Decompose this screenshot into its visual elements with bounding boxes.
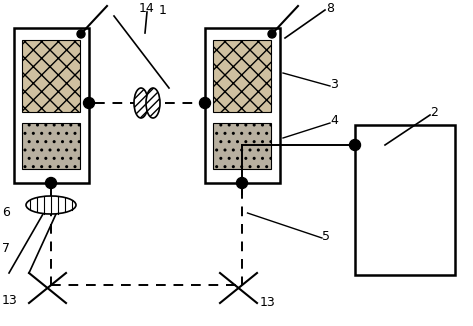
Bar <box>213 40 271 112</box>
Text: 13: 13 <box>2 294 18 307</box>
Text: 14: 14 <box>139 2 155 14</box>
Text: 8: 8 <box>326 2 334 14</box>
Text: 13: 13 <box>260 297 276 309</box>
Bar <box>22 40 80 112</box>
Ellipse shape <box>26 196 76 214</box>
Bar <box>22 123 80 169</box>
Circle shape <box>268 30 276 38</box>
Text: 7: 7 <box>2 242 10 255</box>
Text: 4: 4 <box>330 114 338 127</box>
Circle shape <box>200 97 210 109</box>
Circle shape <box>77 30 85 38</box>
Circle shape <box>236 177 247 188</box>
Text: 6: 6 <box>2 206 10 219</box>
Circle shape <box>45 177 56 188</box>
Circle shape <box>350 140 360 151</box>
Text: 2: 2 <box>430 107 438 120</box>
Circle shape <box>84 97 95 109</box>
Bar <box>14 28 89 183</box>
Ellipse shape <box>134 88 148 118</box>
Text: 5: 5 <box>322 230 330 243</box>
Bar <box>355 125 455 275</box>
Bar <box>205 28 280 183</box>
Text: 3: 3 <box>330 78 338 91</box>
Text: 1: 1 <box>159 4 167 17</box>
Bar <box>213 123 271 169</box>
Ellipse shape <box>146 88 160 118</box>
